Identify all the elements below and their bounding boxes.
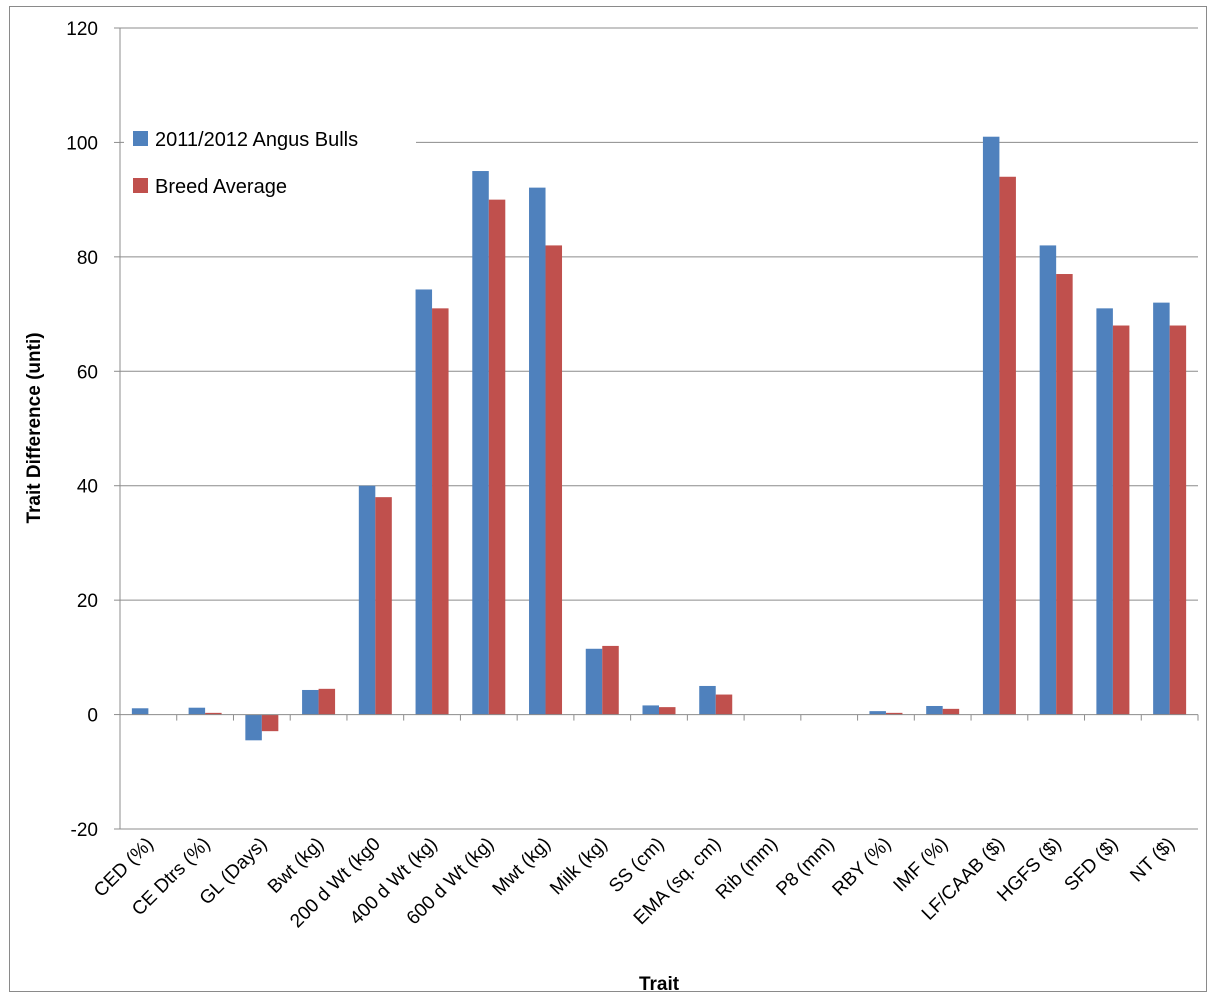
bar-breed-average <box>261 714 279 732</box>
bar-angus-bulls <box>302 689 319 715</box>
bar-breed-average <box>715 694 733 715</box>
bar-angus-bulls <box>358 485 376 715</box>
bar-breed-average <box>488 199 506 715</box>
bar-breed-average <box>999 176 1016 715</box>
legend-background <box>124 122 416 212</box>
bar-breed-average <box>432 308 449 715</box>
y-tick-label: 80 <box>77 248 98 269</box>
bars <box>131 136 1187 741</box>
bar-angus-bulls <box>415 289 433 715</box>
bar-breed-average <box>885 712 903 715</box>
bar-breed-average <box>375 497 392 715</box>
bar-breed-average <box>942 708 960 715</box>
x-tick-label: Milk (kg) <box>546 834 612 900</box>
bar-angus-bulls <box>131 708 149 715</box>
bar-breed-average <box>659 707 676 715</box>
bar-breed-average <box>205 712 222 715</box>
gridlines <box>114 27 1198 830</box>
x-tick-label: SFD ($) <box>1061 834 1123 896</box>
bar-angus-bulls <box>1153 302 1170 715</box>
x-tick-label: P8 (mm) <box>772 834 838 900</box>
bar-angus-bulls <box>188 707 206 715</box>
x-axis-title: Trait <box>639 974 680 995</box>
bar-angus-bulls <box>699 685 716 715</box>
x-tick-labels: CED (%)CE Dtrs (%)GL (Days)Bwt (kg)200 d… <box>90 834 1179 932</box>
bar-angus-bulls <box>1096 308 1113 715</box>
legend-label-angus-bulls: 2011/2012 Angus Bulls <box>155 129 358 151</box>
x-tick-label: RBY (%) <box>829 834 896 901</box>
y-tick-label: 40 <box>77 477 98 498</box>
bar-angus-bulls <box>529 187 546 715</box>
legend-swatch-breed-average <box>133 178 148 193</box>
y-axis-title: Trait Difference (unti) <box>24 332 45 523</box>
legend-swatch-angus-bulls <box>133 131 148 146</box>
bar-angus-bulls <box>585 648 603 715</box>
bar-breed-average <box>1056 274 1073 715</box>
bar-angus-bulls <box>869 711 886 715</box>
bar-angus-bulls <box>982 136 1000 715</box>
bar-angus-bulls <box>472 171 489 715</box>
bar-breed-average <box>1112 325 1130 715</box>
bar-breed-average <box>318 688 336 715</box>
y-tick-label: 100 <box>66 133 98 154</box>
bar-breed-average <box>602 645 619 715</box>
bar-angus-bulls <box>1039 245 1057 715</box>
y-tick-label: -20 <box>71 820 98 841</box>
bar-breed-average <box>1169 325 1187 715</box>
y-tick-labels: -20 0 20 40 60 80 100 120 <box>66 19 98 841</box>
bar-angus-bulls <box>245 714 262 741</box>
legend-label-breed-average: Breed Average <box>155 176 287 198</box>
y-tick-label: 120 <box>66 19 98 40</box>
x-tick-label: Rib (mm) <box>712 834 782 904</box>
bar-breed-average <box>545 245 563 715</box>
x-tick-label: Mwt (kg) <box>489 834 555 900</box>
y-tick-label: 60 <box>77 362 98 383</box>
y-tick-label: 20 <box>77 591 98 612</box>
bar-angus-bulls <box>926 705 943 715</box>
bar-angus-bulls <box>642 705 659 715</box>
x-tick-label: NT ($) <box>1126 834 1179 887</box>
axes <box>119 28 1199 830</box>
legend: 2011/2012 Angus Bulls Breed Average <box>124 122 416 212</box>
y-tick-label: 0 <box>87 706 98 727</box>
